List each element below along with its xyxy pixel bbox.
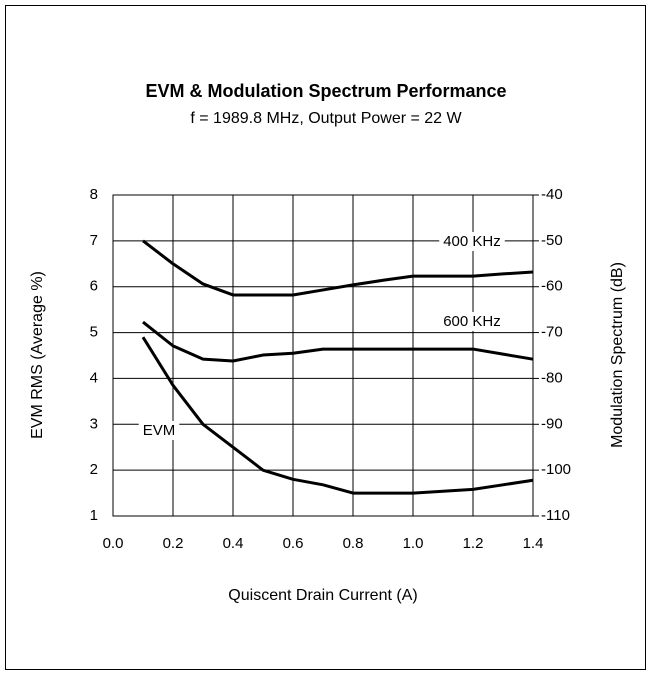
chart-title: EVM & Modulation Spectrum Performance [145, 81, 506, 101]
x-tick-label: 1.2 [463, 535, 484, 552]
y2-tick-label: -50 [541, 232, 563, 249]
y2-tick-label: -90 [541, 415, 563, 432]
series-label-bg [439, 311, 505, 331]
y-axis-label: EVM RMS (Average %) [29, 271, 46, 439]
chart-subtitle: f = 1989.8 MHz, Output Power = 22 W [190, 110, 462, 127]
y-tick-label: 2 [90, 461, 98, 478]
plot-border [112, 194, 534, 517]
series-line [142, 239, 534, 297]
y2-tick-label: -100 [541, 461, 571, 478]
x-tick-label: 0.4 [223, 535, 244, 552]
y-tick-label: 1 [90, 507, 98, 524]
x-tick-label: 0.8 [343, 535, 364, 552]
y-tick-label: 5 [90, 324, 98, 341]
x-tick-label: 1.4 [523, 535, 544, 552]
y-tick-label: 7 [90, 232, 98, 249]
series-line [142, 320, 534, 363]
x-tick-label: 0.2 [163, 535, 184, 552]
series-label-bg [138, 420, 180, 440]
y2-tick-label: -60 [541, 278, 563, 295]
series-label-bg [439, 231, 505, 251]
y2-tick-label: -80 [541, 369, 563, 386]
y-tick-label: 4 [90, 369, 98, 386]
frame [5, 5, 646, 670]
series-line [141, 336, 534, 495]
series-label: 600 KHz [443, 313, 501, 330]
x-tick-label: 0.6 [283, 535, 304, 552]
x-tick-label: 0.0 [103, 535, 124, 552]
x-axis-label: Quiscent Drain Current (A) [228, 587, 417, 604]
y-tick-label: 3 [90, 415, 98, 432]
series-label: EVM [143, 422, 176, 439]
y2-tick-label: -40 [541, 186, 563, 203]
y2-axis-label: Modulation Spectrum (dB) [609, 262, 626, 448]
y-tick-label: 8 [90, 186, 98, 203]
y2-tick-label: -70 [541, 324, 563, 341]
series-label: 400 KHz [443, 233, 501, 250]
y2-tick-label: -110 [541, 507, 570, 524]
y-tick-label: 6 [90, 278, 98, 295]
x-tick-label: 1.0 [403, 535, 424, 552]
